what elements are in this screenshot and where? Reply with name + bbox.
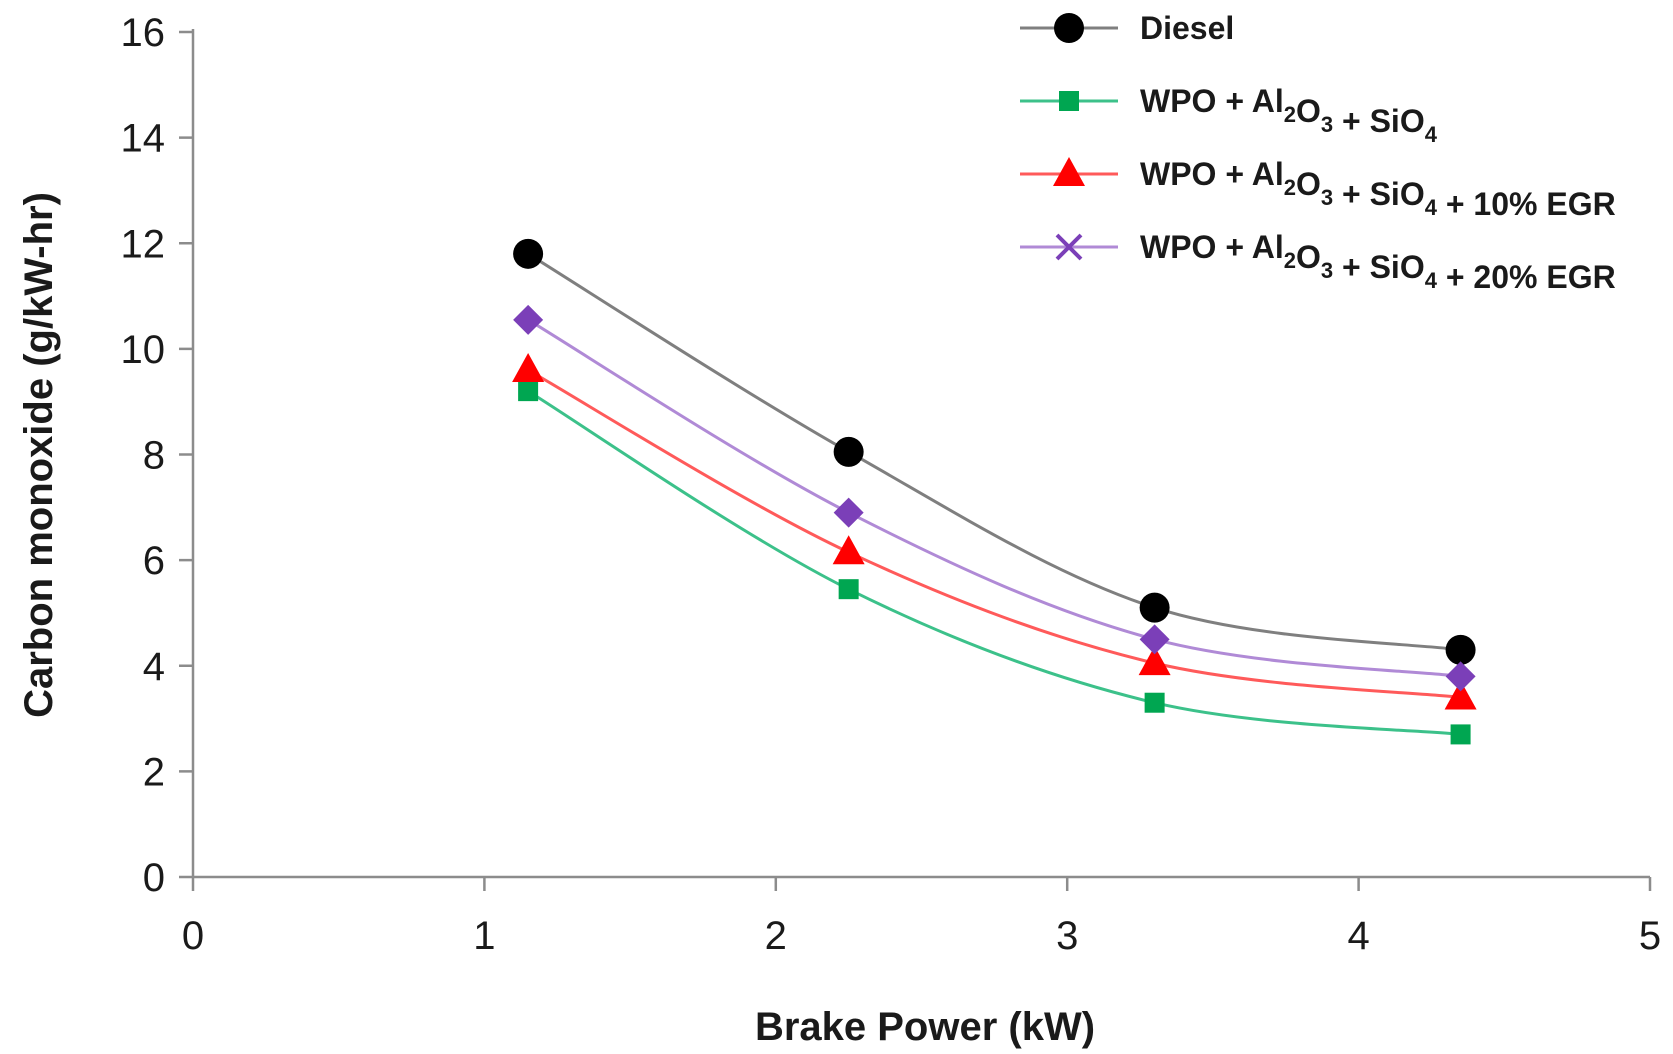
- legend-marker-cross: [1055, 233, 1083, 261]
- legend-item: WPO + Al2O3 + SiO4 + 20% EGR: [1020, 229, 1616, 295]
- series-markers: [512, 238, 1477, 745]
- x-tick-label: 5: [1639, 914, 1661, 958]
- legend-text-part: + SiO: [1333, 249, 1425, 285]
- data-point-circle: [1139, 592, 1170, 623]
- data-point-triangle: [1138, 646, 1171, 676]
- data-point-square: [838, 579, 859, 600]
- series-line-triangle: [527, 368, 1461, 699]
- y-tick-label: 12: [121, 222, 166, 266]
- legend-text-part: + SiO: [1333, 103, 1425, 139]
- y-tick-label: 2: [143, 750, 165, 794]
- data-point-diamond: [513, 304, 544, 335]
- x-tick-label: 0: [182, 914, 204, 958]
- data-point-circle: [1445, 634, 1476, 665]
- legend-subscript: 3: [1321, 112, 1333, 137]
- legend-subscript: 3: [1321, 185, 1333, 210]
- x-tick-label: 2: [765, 914, 787, 958]
- legend-marker-square: [1059, 91, 1079, 111]
- series-line-square: [527, 389, 1461, 736]
- series-lines: [527, 252, 1461, 736]
- legend-label: WPO + Al2O3 + SiO4 + 10% EGR: [1140, 156, 1616, 222]
- legend-label: WPO + Al2O3 + SiO4: [1140, 83, 1438, 147]
- data-point-circle: [833, 436, 864, 467]
- data-point-circle: [513, 238, 544, 269]
- legend-marker-triangle: [1053, 157, 1085, 186]
- legend-label: Diesel: [1140, 10, 1234, 46]
- legend-item: WPO + Al2O3 + SiO4: [1020, 83, 1438, 147]
- data-point-triangle: [832, 535, 865, 565]
- data-point-diamond: [833, 497, 864, 528]
- legend-text-part: + SiO: [1333, 176, 1425, 212]
- data-point-square: [1450, 724, 1471, 745]
- data-point-triangle: [512, 353, 545, 382]
- legend-subscript: 4: [1425, 268, 1438, 293]
- y-axis-title: Carbon monoxide (g/kW-hr): [17, 192, 61, 718]
- legend-subscript: 4: [1425, 122, 1438, 147]
- legend-subscript: 3: [1321, 258, 1333, 283]
- legend-item: Diesel: [1020, 10, 1234, 46]
- legend-subscript: 2: [1284, 175, 1296, 200]
- series-line-circle: [527, 252, 1461, 652]
- legend-subscript: 4: [1425, 195, 1438, 220]
- legend-text-part: WPO + Al: [1140, 156, 1284, 192]
- data-point-diamond: [1445, 661, 1476, 692]
- y-tick-label: 10: [121, 328, 166, 372]
- legend-text-part: WPO + Al: [1140, 229, 1284, 265]
- legend-subscript: 2: [1284, 248, 1296, 273]
- y-tick-label: 8: [143, 434, 165, 478]
- legend-text-part: O: [1296, 166, 1321, 202]
- legend-text-part: WPO + Al: [1140, 83, 1284, 119]
- legend-item: WPO + Al2O3 + SiO4 + 10% EGR: [1020, 156, 1616, 222]
- legend-text-part: O: [1296, 93, 1321, 129]
- y-tick-label: 0: [143, 856, 165, 900]
- legend-text-part: + 20% EGR: [1437, 259, 1616, 295]
- legend-text-part: + 10% EGR: [1437, 186, 1616, 222]
- x-tick-label: 3: [1056, 914, 1078, 958]
- data-point-square: [1144, 692, 1165, 713]
- x-tick-label: 4: [1347, 914, 1369, 958]
- x-tick-label: 1: [473, 914, 495, 958]
- series-line-diamond: [527, 318, 1461, 678]
- legend-text-part: O: [1296, 239, 1321, 275]
- y-tick-label: 16: [121, 11, 166, 55]
- data-point-square: [518, 381, 539, 402]
- data-point-diamond: [1139, 624, 1170, 655]
- y-tick-label: 4: [143, 645, 165, 689]
- data-point-triangle: [1444, 680, 1477, 710]
- x-axis-title: Brake Power (kW): [755, 1005, 1095, 1049]
- legend-subscript: 2: [1284, 102, 1296, 127]
- y-tick-label: 14: [121, 117, 166, 161]
- legend-label: WPO + Al2O3 + SiO4 + 20% EGR: [1140, 229, 1616, 295]
- y-tick-label: 6: [143, 539, 165, 583]
- cross-stroke: [1055, 233, 1083, 261]
- legend-marker-circle: [1054, 13, 1084, 43]
